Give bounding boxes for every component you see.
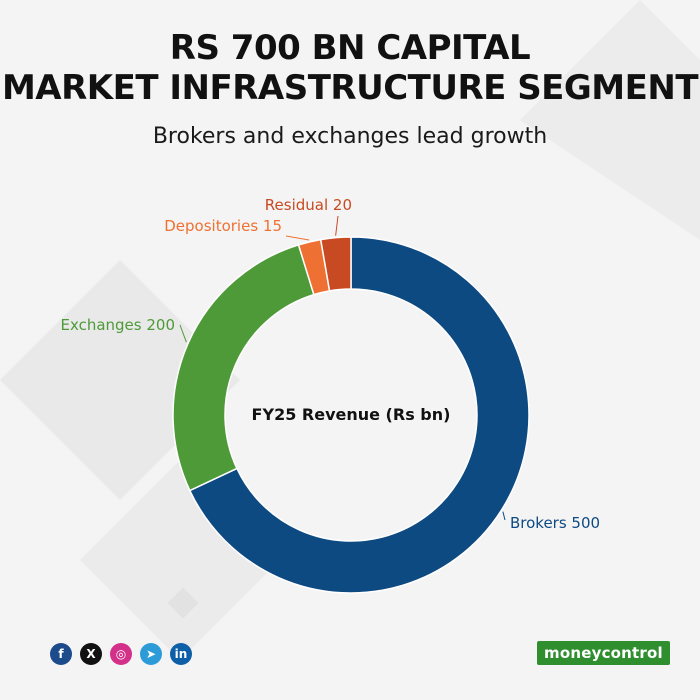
slice-exchanges (172, 243, 315, 492)
chart-subtitle: Brokers and exchanges lead growth (152, 124, 548, 149)
slice-brokers (188, 236, 530, 594)
leader-line-exchanges (179, 324, 187, 343)
linkedin-icon[interactable]: in (170, 643, 192, 665)
leader-line-brokers (502, 511, 506, 521)
data-label-brokers: Brokers 500 (510, 514, 600, 532)
instagram-icon[interactable]: ◎ (110, 643, 132, 665)
chart-title: RS 700 BN CAPITAL MARKET INFRASTRUCTURE S… (1, 28, 699, 108)
leader-line-depositories (285, 235, 310, 241)
data-label-depositories: Depositories 15 (164, 217, 282, 235)
center-label: FY25 Revenue (Rs bn) (252, 405, 451, 424)
brand-logo: moneycontrol (537, 641, 670, 665)
slice-residual (319, 236, 352, 292)
leader-line-residual (335, 215, 339, 236)
data-label-exchanges: Exchanges 200 (60, 316, 175, 334)
telegram-icon[interactable]: ➤ (140, 643, 162, 665)
data-label-residual: Residual 20 (265, 196, 352, 214)
social-links: f X ◎ ➤ in (50, 643, 192, 667)
x-icon[interactable]: X (80, 643, 102, 665)
facebook-icon[interactable]: f (50, 643, 72, 665)
